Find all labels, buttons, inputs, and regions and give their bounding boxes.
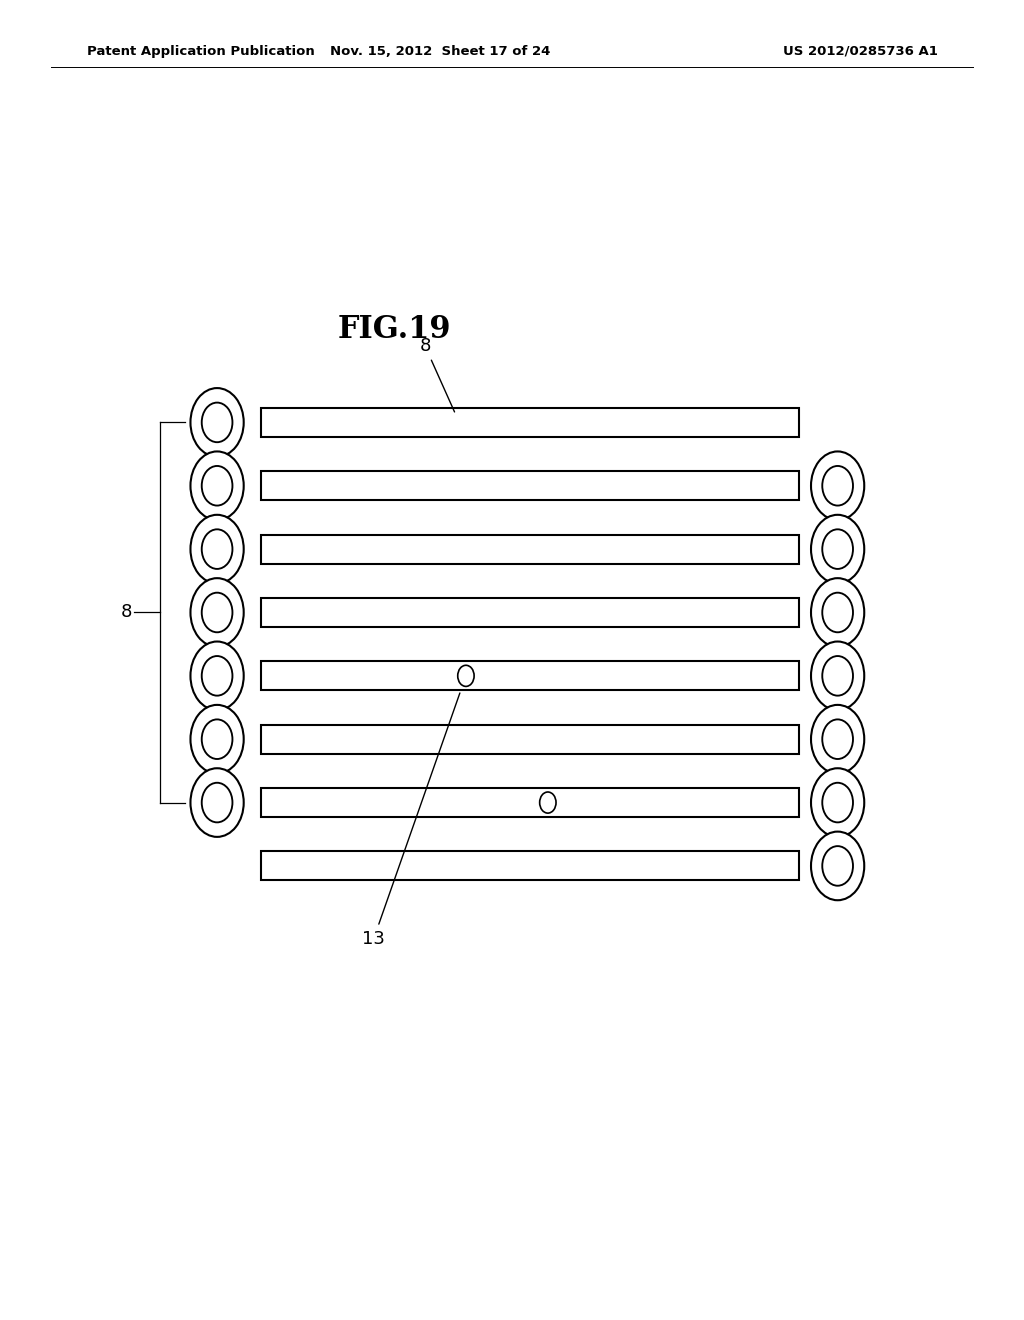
- Bar: [261, 535, 799, 564]
- Text: 8: 8: [120, 603, 132, 622]
- Text: FIG.19: FIG.19: [338, 314, 451, 346]
- Circle shape: [811, 768, 864, 837]
- Bar: [261, 661, 799, 690]
- Text: Patent Application Publication: Patent Application Publication: [87, 45, 314, 58]
- Circle shape: [202, 783, 232, 822]
- Circle shape: [202, 656, 232, 696]
- Circle shape: [190, 705, 244, 774]
- Circle shape: [822, 466, 853, 506]
- Circle shape: [202, 529, 232, 569]
- Circle shape: [811, 705, 864, 774]
- Bar: [261, 725, 799, 754]
- Circle shape: [190, 768, 244, 837]
- Text: 8: 8: [419, 337, 455, 412]
- Circle shape: [822, 719, 853, 759]
- Circle shape: [458, 665, 474, 686]
- Circle shape: [190, 388, 244, 457]
- Bar: [261, 408, 799, 437]
- Text: Nov. 15, 2012  Sheet 17 of 24: Nov. 15, 2012 Sheet 17 of 24: [330, 45, 551, 58]
- Circle shape: [811, 832, 864, 900]
- Bar: [261, 851, 799, 880]
- Circle shape: [190, 642, 244, 710]
- Bar: [261, 788, 799, 817]
- Circle shape: [202, 719, 232, 759]
- Text: US 2012/0285736 A1: US 2012/0285736 A1: [782, 45, 938, 58]
- Bar: [261, 471, 799, 500]
- Text: 13: 13: [362, 693, 460, 948]
- Circle shape: [822, 529, 853, 569]
- Circle shape: [202, 403, 232, 442]
- Circle shape: [811, 578, 864, 647]
- Circle shape: [190, 515, 244, 583]
- Circle shape: [190, 578, 244, 647]
- Circle shape: [202, 466, 232, 506]
- Circle shape: [822, 656, 853, 696]
- Circle shape: [822, 783, 853, 822]
- Bar: [261, 598, 799, 627]
- Circle shape: [190, 451, 244, 520]
- Circle shape: [811, 515, 864, 583]
- Circle shape: [811, 642, 864, 710]
- Circle shape: [540, 792, 556, 813]
- Circle shape: [822, 593, 853, 632]
- Circle shape: [822, 846, 853, 886]
- Circle shape: [202, 593, 232, 632]
- Circle shape: [811, 451, 864, 520]
